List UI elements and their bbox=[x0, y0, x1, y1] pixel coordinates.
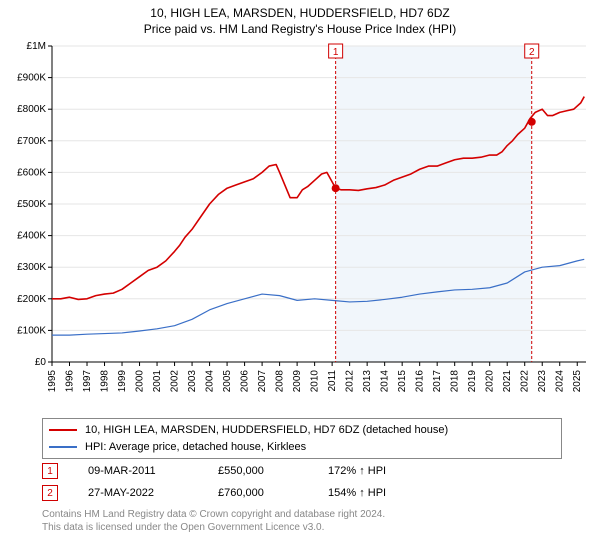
svg-text:2004: 2004 bbox=[205, 370, 216, 393]
svg-text:2022: 2022 bbox=[520, 370, 531, 393]
svg-text:2019: 2019 bbox=[467, 370, 478, 393]
svg-text:2012: 2012 bbox=[345, 370, 356, 393]
sale-price-2: £760,000 bbox=[218, 487, 298, 499]
sale-pct-1: 172% ↑ HPI bbox=[328, 465, 386, 477]
chart-title: 10, HIGH LEA, MARSDEN, HUDDERSFIELD, HD7… bbox=[0, 0, 600, 37]
sale-row-1: 1 09-MAR-2011 £550,000 172% ↑ HPI bbox=[42, 460, 386, 482]
price-chart: £0 £100K £200K £300K £400K £500K £600K £700K £80… bbox=[0, 40, 600, 410]
svg-text:£300K: £300K bbox=[17, 262, 46, 273]
svg-text:2008: 2008 bbox=[275, 370, 286, 393]
sale-marker-2: 2 bbox=[42, 485, 58, 501]
svg-text:£900K: £900K bbox=[17, 73, 46, 84]
sale-date-1: 09-MAR-2011 bbox=[88, 465, 188, 477]
svg-text:£1M: £1M bbox=[27, 41, 46, 52]
svg-text:2000: 2000 bbox=[135, 370, 146, 393]
footer: Contains HM Land Registry data © Crown c… bbox=[42, 508, 385, 534]
legend-row-hpi: HPI: Average price, detached house, Kirk… bbox=[49, 439, 555, 456]
svg-text:£400K: £400K bbox=[17, 231, 46, 242]
svg-text:2001: 2001 bbox=[152, 370, 163, 393]
svg-text:2018: 2018 bbox=[450, 370, 461, 393]
legend: 10, HIGH LEA, MARSDEN, HUDDERSFIELD, HD7… bbox=[42, 418, 562, 459]
svg-text:2017: 2017 bbox=[432, 370, 443, 393]
svg-text:1: 1 bbox=[333, 47, 339, 58]
sale-date-2: 27-MAY-2022 bbox=[88, 487, 188, 499]
sale-price-1: £550,000 bbox=[218, 465, 298, 477]
svg-text:2014: 2014 bbox=[380, 370, 391, 393]
svg-text:2023: 2023 bbox=[537, 370, 548, 393]
svg-text:1997: 1997 bbox=[82, 370, 93, 393]
sales-table: 1 09-MAR-2011 £550,000 172% ↑ HPI 2 27-M… bbox=[42, 460, 386, 504]
footer-licence: This data is licensed under the Open Gov… bbox=[42, 521, 385, 534]
legend-label-hpi: HPI: Average price, detached house, Kirk… bbox=[85, 439, 306, 456]
title-address: 10, HIGH LEA, MARSDEN, HUDDERSFIELD, HD7… bbox=[0, 6, 600, 22]
svg-text:1998: 1998 bbox=[100, 370, 111, 393]
svg-text:£800K: £800K bbox=[17, 104, 46, 115]
sale-marker-1: 1 bbox=[42, 463, 58, 479]
title-subtitle: Price paid vs. HM Land Registry's House … bbox=[0, 22, 600, 38]
svg-text:2025: 2025 bbox=[572, 370, 583, 393]
svg-text:2024: 2024 bbox=[555, 370, 566, 393]
svg-text:2006: 2006 bbox=[240, 370, 251, 393]
svg-text:1999: 1999 bbox=[117, 370, 128, 393]
svg-text:2021: 2021 bbox=[502, 370, 513, 393]
svg-text:2013: 2013 bbox=[362, 370, 373, 393]
legend-swatch-property bbox=[49, 429, 77, 431]
legend-row-property: 10, HIGH LEA, MARSDEN, HUDDERSFIELD, HD7… bbox=[49, 422, 555, 439]
svg-text:£600K: £600K bbox=[17, 167, 46, 178]
svg-text:£700K: £700K bbox=[17, 136, 46, 147]
svg-text:2011: 2011 bbox=[327, 370, 338, 392]
svg-text:2009: 2009 bbox=[292, 370, 303, 393]
svg-text:2015: 2015 bbox=[397, 370, 408, 393]
svg-text:2007: 2007 bbox=[257, 370, 268, 393]
svg-text:£0: £0 bbox=[35, 357, 47, 368]
chart-svg: £0 £100K £200K £300K £400K £500K £600K £700K £80… bbox=[0, 40, 600, 410]
svg-text:£200K: £200K bbox=[17, 294, 46, 305]
legend-label-property: 10, HIGH LEA, MARSDEN, HUDDERSFIELD, HD7… bbox=[85, 422, 448, 439]
sale-pct-2: 154% ↑ HPI bbox=[328, 487, 386, 499]
svg-text:2020: 2020 bbox=[485, 370, 496, 393]
legend-swatch-hpi bbox=[49, 446, 77, 448]
svg-text:1995: 1995 bbox=[47, 370, 58, 393]
svg-text:2005: 2005 bbox=[222, 370, 233, 393]
svg-text:1996: 1996 bbox=[65, 370, 76, 393]
svg-text:2: 2 bbox=[529, 47, 535, 58]
svg-text:2003: 2003 bbox=[187, 370, 198, 393]
svg-text:2016: 2016 bbox=[415, 370, 426, 393]
svg-text:2002: 2002 bbox=[170, 370, 181, 393]
svg-text:£500K: £500K bbox=[17, 199, 46, 210]
footer-copyright: Contains HM Land Registry data © Crown c… bbox=[42, 508, 385, 521]
svg-text:2010: 2010 bbox=[310, 370, 321, 393]
sale-row-2: 2 27-MAY-2022 £760,000 154% ↑ HPI bbox=[42, 482, 386, 504]
svg-text:£100K: £100K bbox=[17, 325, 46, 336]
